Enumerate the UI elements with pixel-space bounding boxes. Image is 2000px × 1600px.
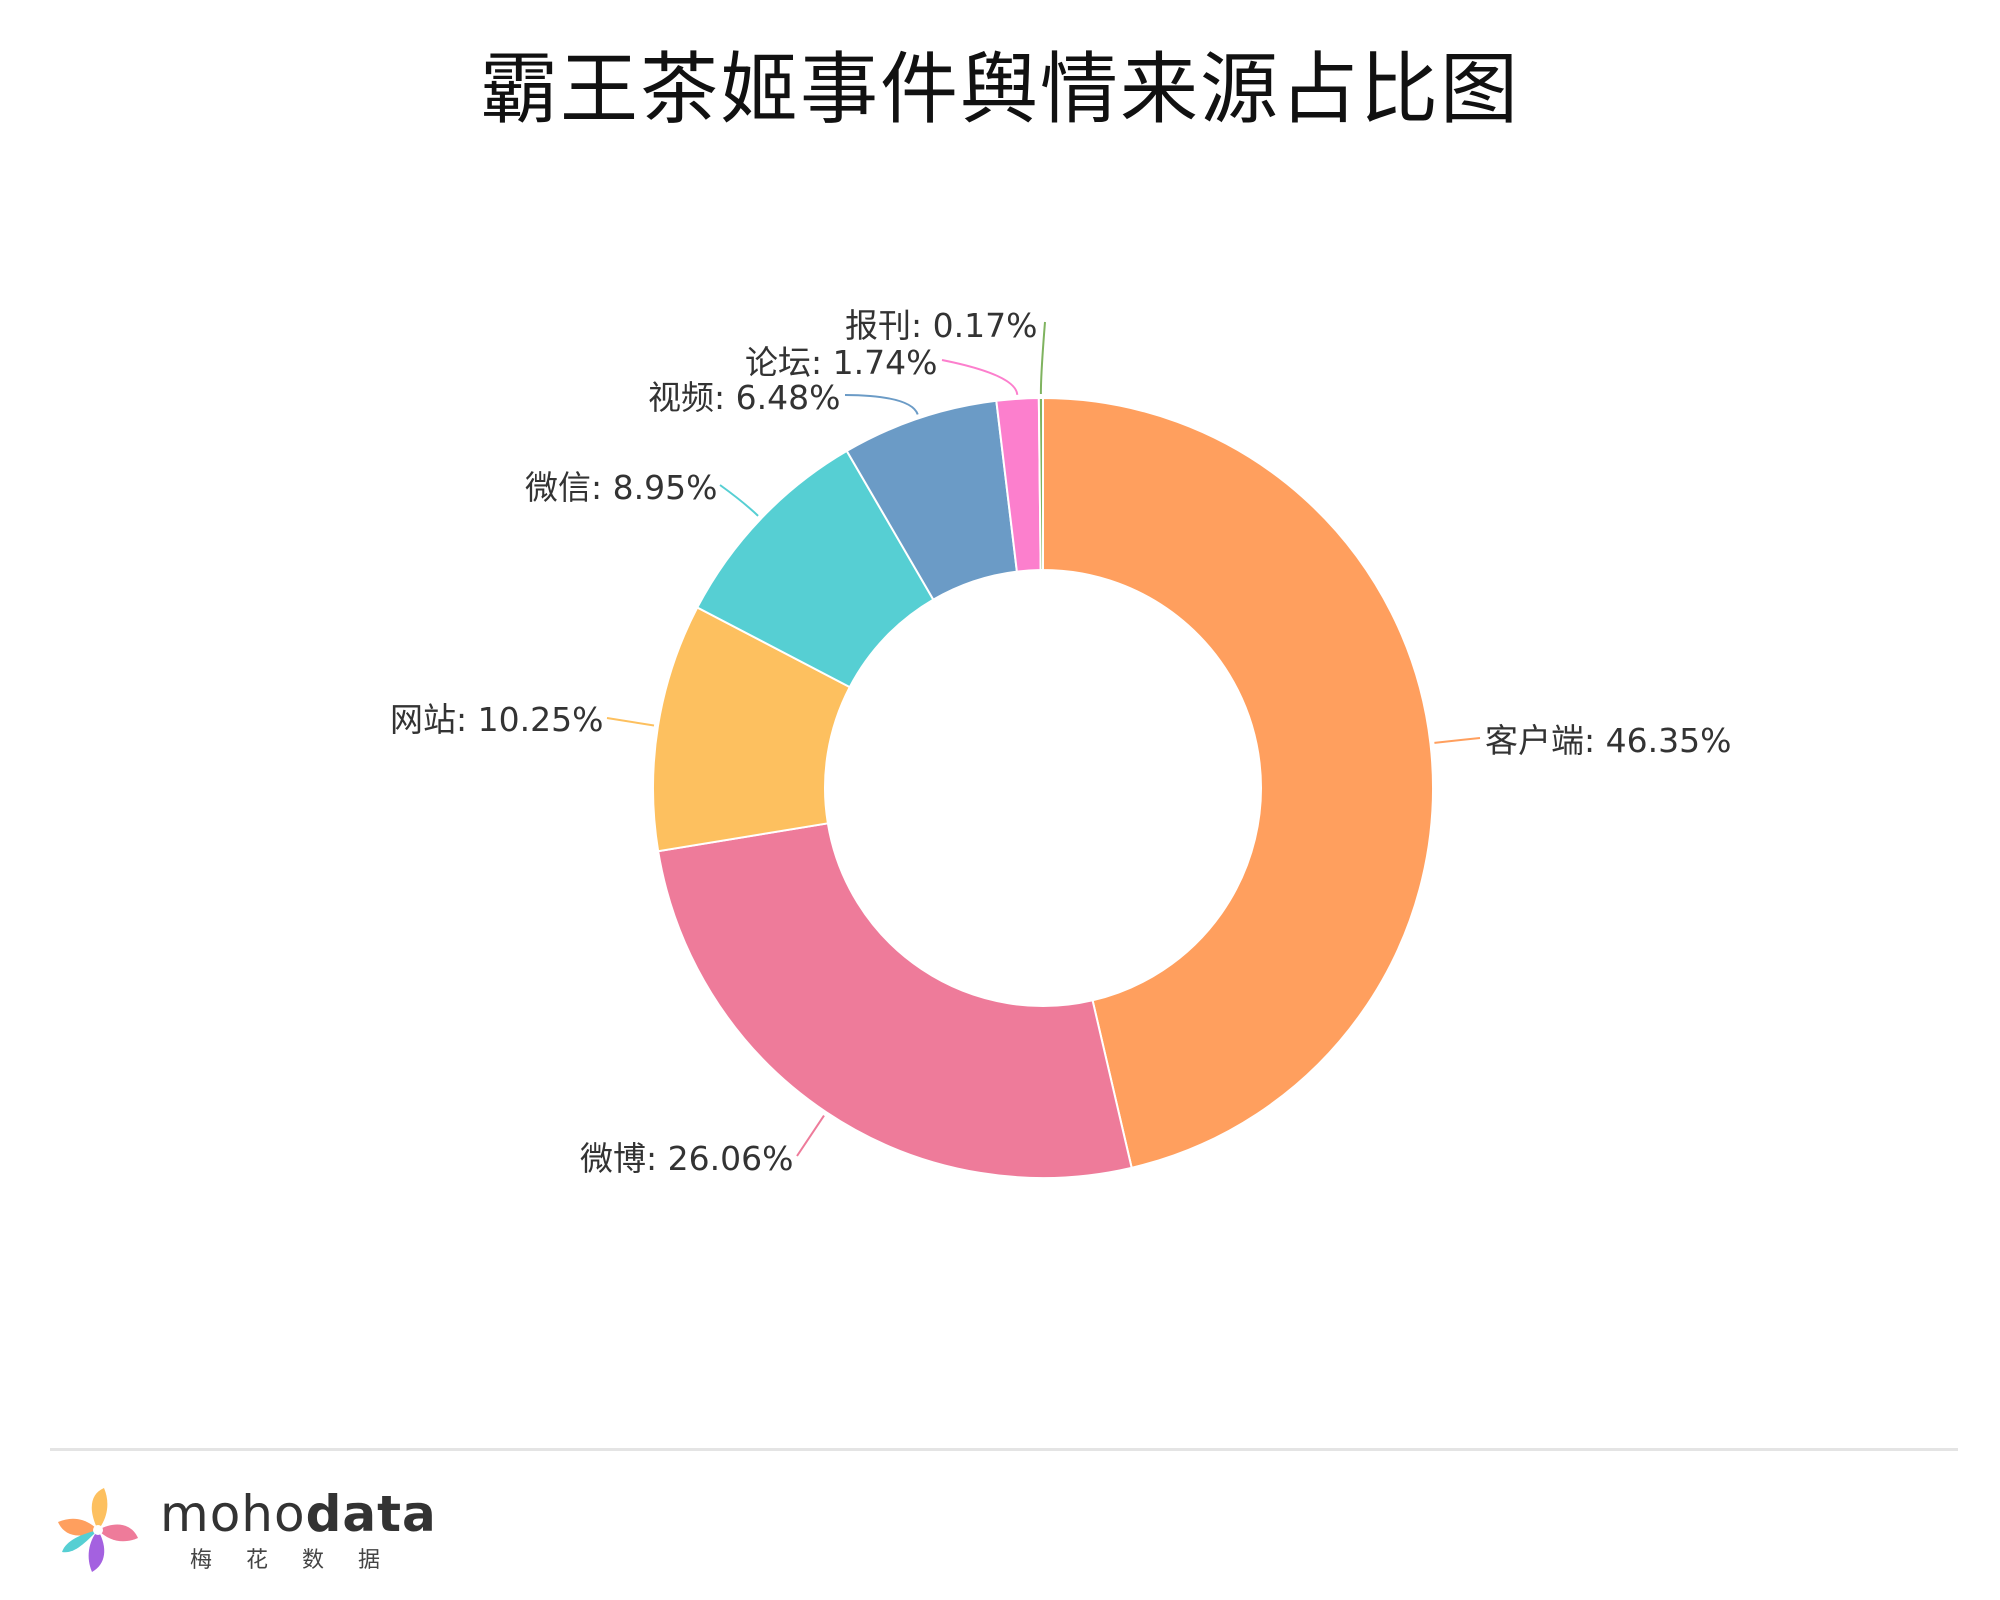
footer-divider	[50, 1448, 1958, 1451]
leader-line-1	[1434, 737, 1481, 744]
leader-line-4	[719, 484, 759, 517]
leader-lines-layer	[606, 321, 1481, 1157]
leader-line-3	[606, 717, 655, 727]
brand-subtitle: 梅花数据	[190, 1548, 415, 1573]
brand-name-prefix: moho	[160, 1485, 306, 1543]
slice-label-3: 网站: 10.25%	[390, 700, 603, 739]
slice-label-2: 微博: 26.06%	[580, 1139, 793, 1178]
slice-label-4: 微信: 8.95%	[525, 468, 717, 507]
slices-layer	[652, 396, 1434, 1179]
leader-line-5	[844, 394, 919, 415]
brand-name: mohodata	[160, 1484, 437, 1544]
slice-label-6: 论坛: 1.74%	[745, 343, 937, 382]
leader-line-2	[796, 1114, 825, 1157]
chart-title: 霸王茶姬事件舆情来源占比图	[479, 45, 1520, 135]
slice-1	[1042, 396, 1434, 1169]
slice-label-5: 视频: 6.48%	[648, 378, 840, 417]
brand-name-suffix: data	[305, 1485, 437, 1543]
slice-2	[657, 822, 1133, 1179]
slice-label-1: 客户端: 46.35%	[1485, 721, 1731, 760]
slice-7	[1037, 396, 1044, 572]
leader-line-7	[1039, 321, 1046, 395]
leader-line-6	[941, 359, 1019, 396]
pinwheel-logo-icon	[58, 1488, 138, 1572]
slice-label-7: 报刊: 0.17%	[845, 306, 1037, 345]
labels-layer: 客户端: 46.35% 微博: 26.06% 网站: 10.25% 微信: 8.95%…	[390, 306, 1731, 1178]
